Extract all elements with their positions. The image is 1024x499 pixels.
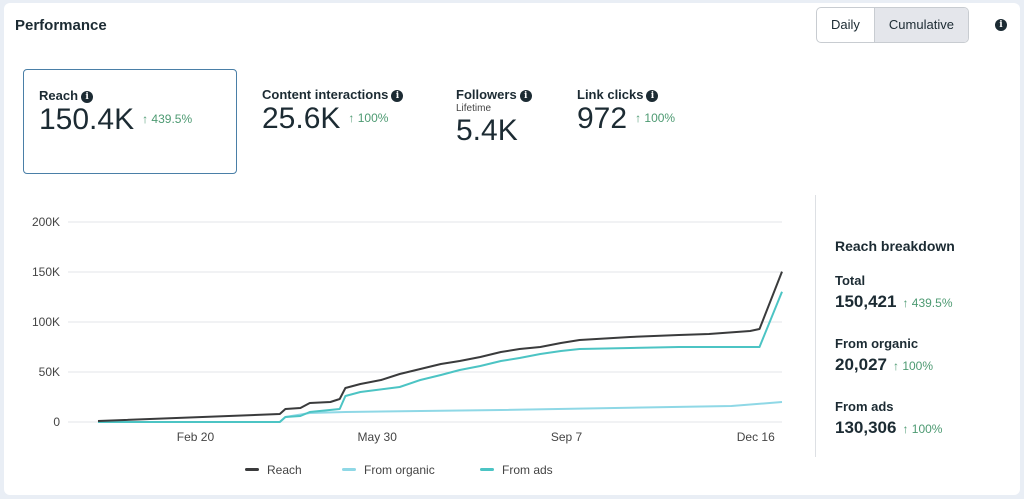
info-icon[interactable]: i [391,90,404,102]
view-toggle[interactable]: Daily Cumulative [816,7,969,43]
breakdown-organic: From organic 20,027 ↑ 100% [835,336,933,375]
x-tick-label: Dec 16 [737,430,775,444]
breakdown-label: From organic [835,336,919,351]
metric-link-clicks[interactable]: Link clicks i 972 ↑ 100% [577,87,675,136]
metric-followers[interactable]: Followers i Lifetime 5.4K [456,87,532,148]
breakdown-total: Total 150,421 ↑ 439.5% [835,273,953,312]
metric-label: Content interactions [262,87,389,102]
x-tick-label: Sep 7 [551,430,583,444]
y-tick-label: 100K [32,315,60,329]
legend-label: Reach [267,463,302,477]
breakdown-value: 150,421 [835,292,897,311]
metric-label: Reach [39,88,79,103]
metric-label: Followers [456,87,517,102]
info-icon[interactable]: i [81,91,94,103]
toggle-daily[interactable]: Daily [831,17,860,32]
metric-content-interactions[interactable]: Content interactions i 25.6K ↑ 100% [262,87,404,136]
breakdown-change: ↑ 439.5% [902,296,953,310]
metric-value: 25.6K [262,102,341,135]
legend-swatch [342,468,356,471]
info-icon[interactable]: i [646,90,659,102]
divider [815,195,816,457]
metric-change: ↑ 439.5% [142,112,193,126]
legend-reach[interactable]: Reach [245,463,302,477]
metric-reach[interactable]: Reach i 150.4K ↑ 439.5% [23,69,237,174]
breakdown-value: 130,306 [835,418,897,437]
x-tick-label: May 30 [358,430,398,444]
performance-card [4,3,1020,495]
breakdown-value: 20,027 [835,355,887,374]
breakdown-label: From ads [835,399,894,414]
y-tick-label: 200K [32,215,60,229]
legend-swatch [245,468,259,471]
info-icon[interactable]: i [995,19,1007,31]
metric-sublabel: Lifetime [456,103,492,114]
breakdown-change: ↑ 100% [893,359,934,373]
metric-value: 150.4K [39,103,135,136]
y-tick-label: 0 [53,415,60,429]
y-tick-label: 150K [32,265,60,279]
breakdown-ads: From ads 130,306 ↑ 100% [835,399,942,438]
legend-label: From ads [502,463,553,477]
breakdown-heading: Reach breakdown [835,238,955,254]
breakdown-label: Total [835,273,866,288]
info-icon[interactable]: i [519,90,532,102]
breakdown-title: Reach breakdown [835,238,955,256]
x-tick-label: Feb 20 [177,430,215,444]
reach-line-chart: 0 50K 100K 150K 200K Feb 20 May 30 Sep 7 Dec 16 [32,215,783,444]
series-line-reach [97,271,783,422]
series-line-from-ads [98,291,783,423]
legend-ads[interactable]: From ads [480,463,553,477]
metric-change: ↑ 100% [348,111,389,125]
metric-label: Link clicks [577,87,644,102]
metric-change: ↑ 100% [635,111,676,125]
metric-value: 5.4K [456,114,518,147]
y-tick-label: 50K [39,365,60,379]
legend-swatch [480,468,494,471]
page-title: Performance [15,17,107,34]
breakdown-change: ↑ 100% [902,422,943,436]
metric-value: 972 [577,102,628,135]
legend-organic[interactable]: From organic [342,463,435,477]
series-line-from-organic [98,401,783,423]
toggle-cumulative[interactable]: Cumulative [873,8,968,42]
legend-label: From organic [364,463,435,477]
